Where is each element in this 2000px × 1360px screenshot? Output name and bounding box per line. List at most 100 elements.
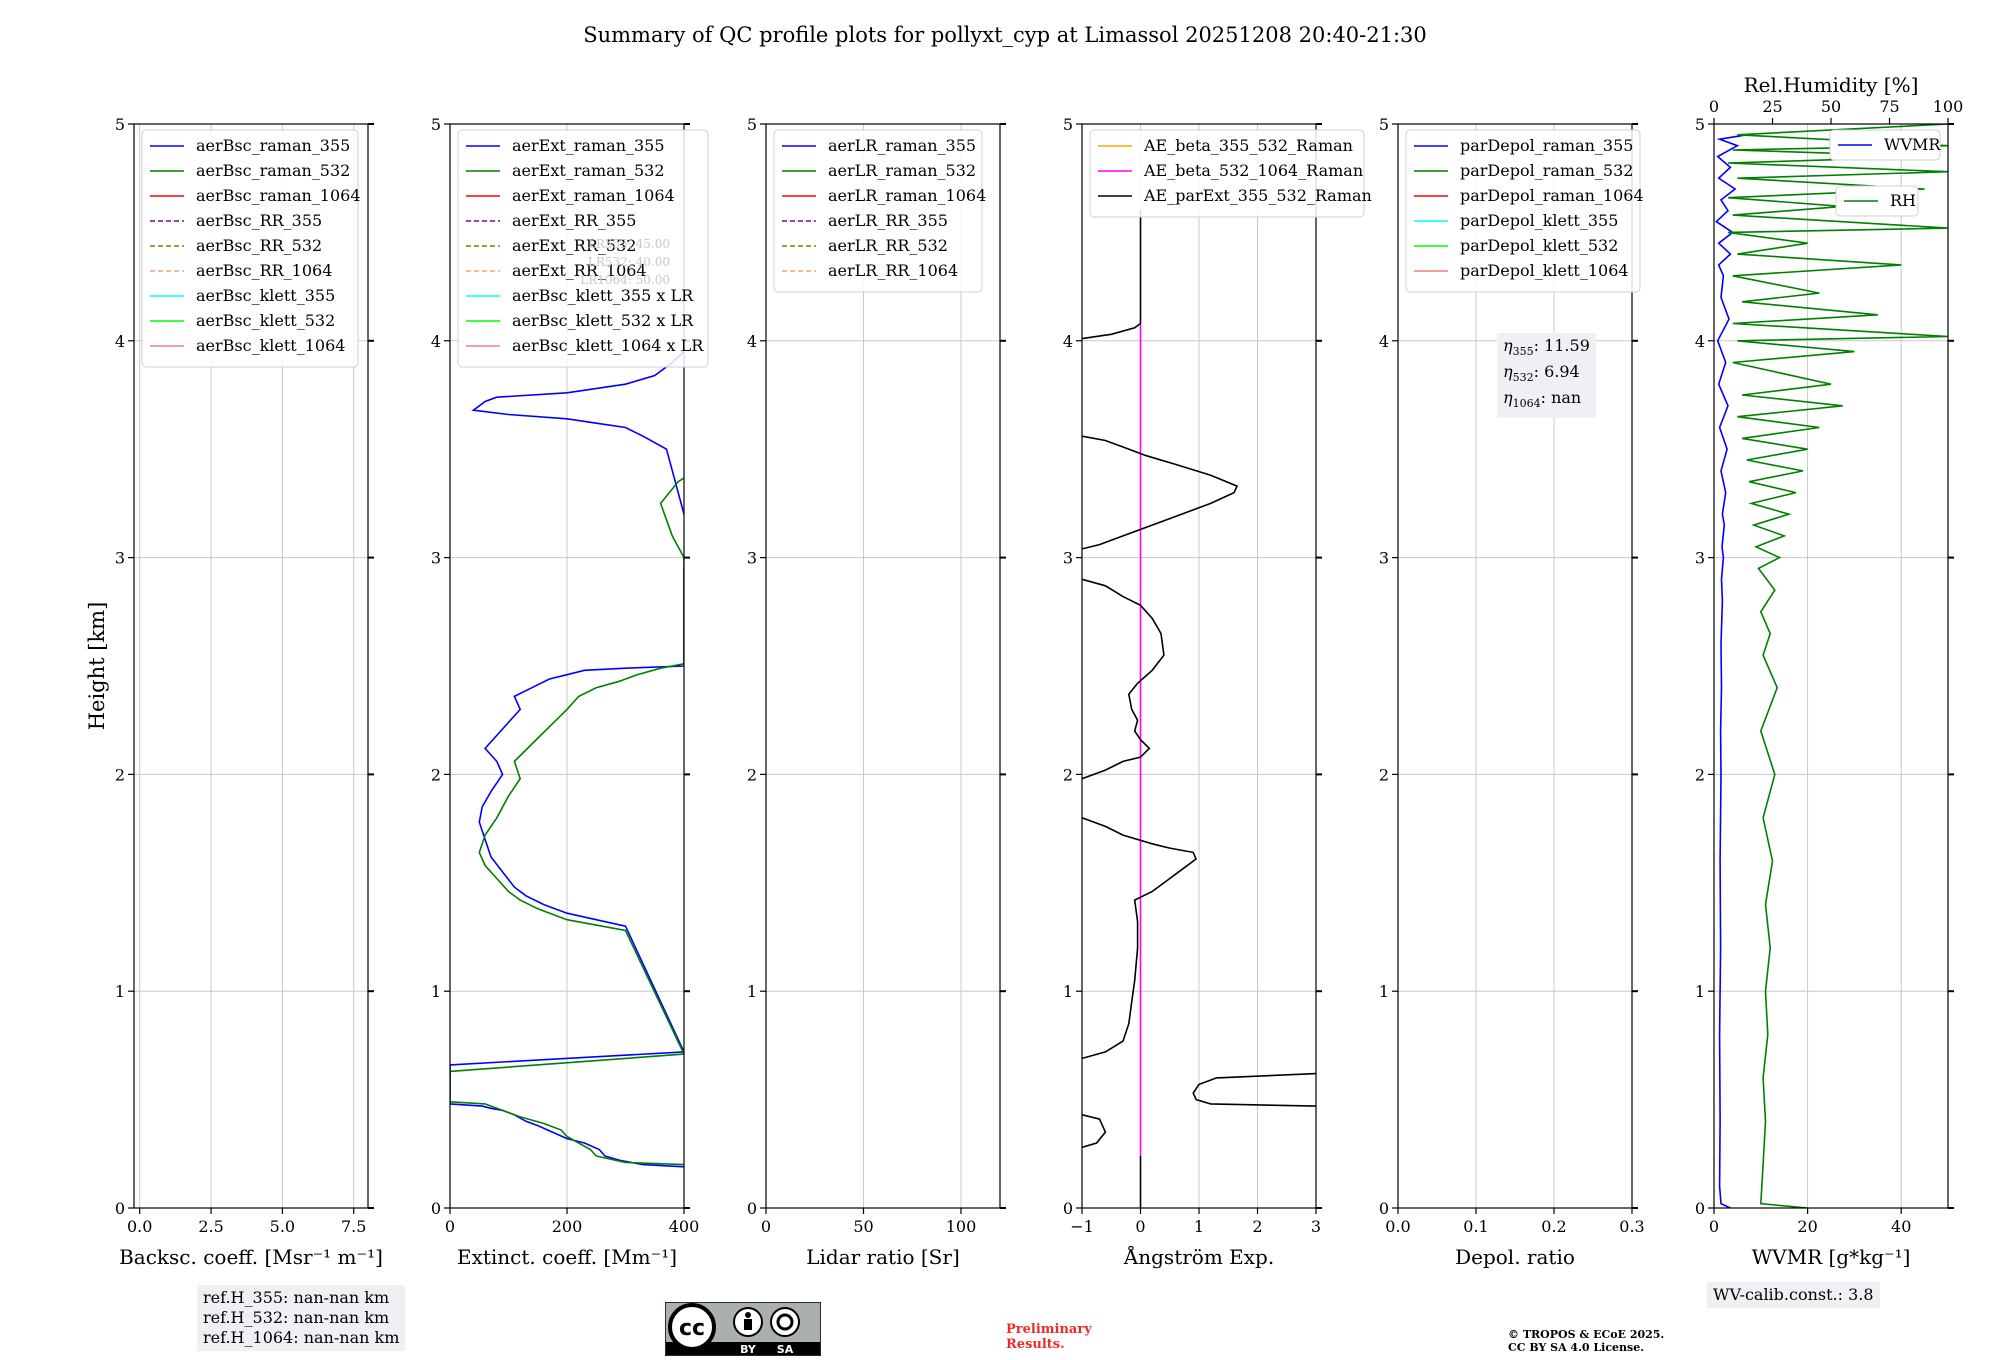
- reference-height-box: ref.H_355: nan-nan km ref.H_532: nan-nan…: [197, 1285, 406, 1351]
- legend-label: aerBsc_klett_1064: [196, 336, 345, 355]
- ref-h-532: ref.H_532: nan-nan km: [203, 1308, 390, 1327]
- series-line-WVMR: [1715, 134, 1747, 1208]
- legend-box: [773, 129, 983, 293]
- x-tick-label: 20: [1797, 1217, 1817, 1236]
- y-tick-label: 3: [747, 549, 757, 568]
- top-x-tick-label: 25: [1762, 97, 1782, 116]
- top-x-tick-label: 75: [1879, 97, 1899, 116]
- legend-label: aerBsc_klett_355 x LR: [512, 286, 694, 305]
- y-tick-label: 2: [1695, 765, 1705, 784]
- y-axis-label: Height [km]: [85, 602, 109, 731]
- legend-label: parDepol_klett_355: [1460, 211, 1618, 230]
- legend-rh: RH: [1835, 185, 1919, 217]
- legend-label: parDepol_raman_532: [1460, 161, 1633, 180]
- x-tick-label: 2.5: [198, 1217, 223, 1236]
- series-group: [450, 350, 684, 1168]
- y-tick-label: 5: [115, 115, 125, 134]
- plot-depol: 0 1 2 3 4 5 0.0 0.1 0.2 0.3 Depol. ratio parDepol_r…: [1379, 115, 1645, 1269]
- series-line-AE_parExt_355_532_Raman: [1192, 1072, 1316, 1107]
- x-axis-label: Backsc. coeff. [Msr⁻¹ m⁻¹]: [119, 1245, 383, 1269]
- legend-wvmr: WVMR: [1829, 129, 1941, 161]
- y-tick-label: 0: [1695, 1199, 1705, 1218]
- legend: AE_beta_355_532_Raman AE_beta_532_1064_Ra…: [1089, 129, 1372, 218]
- legend-label: WVMR: [1884, 135, 1941, 154]
- preliminary-note: Preliminary Results.: [1006, 1322, 1092, 1352]
- legend: aerExt_raman_355 aerExt_raman_532 aerExt_r…: [457, 129, 709, 368]
- series-line-aerExt_raman_532: [450, 477, 684, 1166]
- y-tick-label: 2: [1063, 765, 1073, 784]
- legend-label: aerLR_RR_1064: [828, 261, 958, 280]
- legend: aerLR_raman_355 aerLR_raman_532 aerLR_rama…: [773, 129, 986, 293]
- top-x-axis-label: Rel.Humidity [%]: [1744, 73, 1919, 97]
- series-line-AE_parExt_355_532_Raman: [1082, 1114, 1107, 1149]
- x-tick-label: 0.0: [1385, 1217, 1410, 1236]
- by-label: BY: [740, 1343, 757, 1356]
- x-tick-label: 2: [1252, 1217, 1262, 1236]
- x-tick-label: 0: [1135, 1217, 1145, 1236]
- y-tick-label: 3: [1695, 549, 1705, 568]
- y-tick-label: 4: [1063, 332, 1073, 351]
- y-tick-label: 3: [431, 549, 441, 568]
- y-tick-label: 3: [1379, 549, 1389, 568]
- x-tick-label: 1: [1194, 1217, 1204, 1236]
- y-tick-label: 1: [1695, 982, 1705, 1001]
- legend: aerBsc_raman_355 aerBsc_raman_532 aerBsc_r…: [141, 129, 361, 368]
- plot-extinction: 0 1 2 3 4 5 0 200 400 Extinct. coeff. [Mm⁻¹] aerEx…: [431, 115, 709, 1269]
- legend: parDepol_raman_355 parDepol_raman_532 parD…: [1405, 129, 1644, 293]
- legend-label: parDepol_klett_532: [1460, 236, 1618, 255]
- y-tick-label: 4: [1379, 332, 1389, 351]
- x-tick-label: −1: [1070, 1217, 1094, 1236]
- series-line-RH: [1727, 124, 1948, 1208]
- y-tick-label: 2: [115, 765, 125, 784]
- y-tick-label: 5: [1063, 115, 1073, 134]
- legend-label: aerBsc_raman_355: [196, 136, 350, 155]
- axes-frame: [1397, 123, 1633, 1209]
- legend-label: parDepol_raman_1064: [1460, 186, 1644, 205]
- x-tick-label: 0: [445, 1217, 455, 1236]
- y-tick-label: 4: [431, 332, 441, 351]
- x-tick-label: 0: [1709, 1217, 1719, 1236]
- series-line-AE_parExt_355_532_Raman: [1082, 322, 1141, 340]
- series-line-AE_parExt_355_532_Raman: [1082, 435, 1239, 550]
- eta-box: η355: 11.59 η532: 6.94 η1064: nan: [1497, 333, 1596, 418]
- legend-box: [1089, 129, 1365, 218]
- series-group: [1715, 124, 1948, 1208]
- y-tick-label: 1: [431, 982, 441, 1001]
- eta-355: η355: 11.59: [1503, 336, 1590, 359]
- x-tick-label: 200: [552, 1217, 583, 1236]
- y-tick-label: 4: [1695, 332, 1705, 351]
- legend-label: aerBsc_klett_532 x LR: [512, 311, 694, 330]
- plot-backscatter: 0 1 2 3 4 5 0.0 2.5 5.0 7.5 Backsc. coeff. [Msr⁻¹ …: [85, 115, 383, 1269]
- y-tick-label: 1: [1379, 982, 1389, 1001]
- legend-label: aerLR_raman_532: [828, 161, 976, 180]
- y-tick-label: 2: [431, 765, 441, 784]
- legend-label: aerBsc_RR_1064: [196, 261, 332, 280]
- series-line-AE_parExt_355_532_Raman: [1082, 817, 1198, 1060]
- x-axis-label: WVMR [g*kg⁻¹]: [1752, 1245, 1911, 1269]
- y-tick-label: 5: [1379, 115, 1389, 134]
- sa-icon: [770, 1307, 800, 1337]
- y-tick-label: 3: [115, 549, 125, 568]
- x-tick-label: 0: [761, 1217, 771, 1236]
- y-tick-label: 0: [1063, 1199, 1073, 1218]
- cc-license-logo: cc BY SA: [665, 1302, 821, 1356]
- legend-label: parDepol_raman_355: [1460, 136, 1633, 155]
- y-tick-label: 1: [115, 982, 125, 1001]
- legend-label: aerBsc_raman_532: [196, 161, 350, 180]
- x-axis-label: Depol. ratio: [1455, 1245, 1575, 1269]
- x-tick-label: 7.5: [341, 1217, 366, 1236]
- x-tick-label: 0.3: [1619, 1217, 1644, 1236]
- axes-frame: [765, 123, 1001, 1209]
- y-tick-label: 2: [747, 765, 757, 784]
- series-line-AE_parExt_355_532_Raman: [1082, 578, 1165, 780]
- x-axis-label: Extinct. coeff. [Mm⁻¹]: [457, 1245, 677, 1269]
- legend-label: AE_beta_355_532_Raman: [1143, 136, 1353, 155]
- legend-label: AE_parExt_355_532_Raman: [1143, 186, 1372, 205]
- y-tick-label: 0: [1379, 1199, 1389, 1218]
- series-line-aerExt_raman_355: [450, 350, 684, 1168]
- legend-label: aerBsc_raman_1064: [196, 186, 361, 205]
- top-x-tick-label: 0: [1709, 97, 1719, 116]
